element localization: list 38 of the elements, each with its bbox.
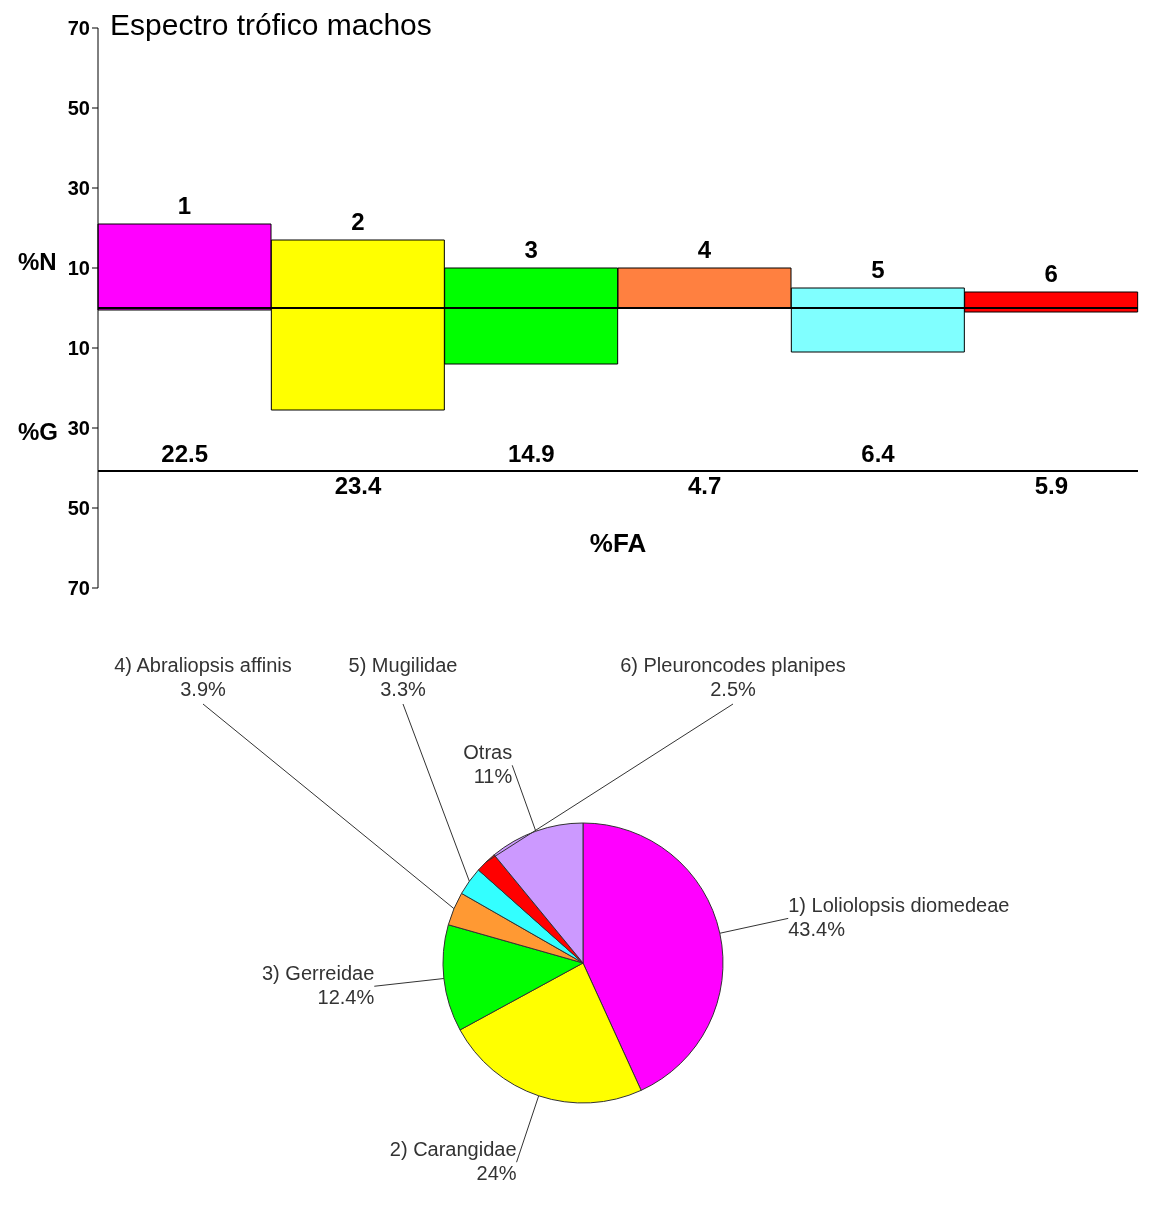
x-tick-label: 6 (1044, 260, 1058, 287)
data-label: 24% (476, 1162, 517, 1185)
annotation: 5.9 (1033, 472, 1069, 500)
slice-label: 6) Pleuroncodes planipes (620, 654, 846, 676)
y-tick-label: 50 (67, 497, 90, 520)
data-label: 3.3% (380, 678, 427, 700)
x-tick-label: 4 (697, 236, 712, 263)
annotation: 4.7 (686, 472, 723, 500)
data-label: 43.4% (788, 918, 846, 941)
x-tick-label: 2 (351, 208, 365, 235)
annotation: 22.5 (160, 440, 209, 468)
data-label: 3.9% (180, 678, 227, 700)
y-tick-label: 70 (67, 577, 90, 600)
data-label: 12.4% (317, 986, 375, 1009)
y-tick-label: 70 (67, 17, 90, 40)
data-label: 2.5% (710, 678, 757, 700)
y-tick-label: 10 (67, 337, 90, 360)
annotation: 6.4 (860, 440, 896, 468)
slice-label: 4) Abraliopsis affinis (114, 654, 292, 676)
annotation: 14.9 (506, 440, 556, 468)
chart-title: Espectro trófico machos (110, 8, 432, 42)
x-tick-label: 3 (524, 236, 538, 263)
text: %G (18, 418, 59, 446)
text: %N (18, 248, 57, 276)
x-axis-title: %FA (588, 528, 648, 559)
x-tick-label: 5 (871, 256, 885, 283)
slice-label: 2) Carangidae (389, 1138, 517, 1161)
y-tick-label: 30 (67, 177, 90, 200)
y-tick-label: 50 (67, 97, 90, 120)
x-tick-label: 1 (177, 192, 192, 219)
slice-label: 3) Gerreidae (262, 962, 375, 985)
y-tick-label: 10 (67, 257, 90, 280)
slice-label: Otras (463, 741, 513, 764)
y-tick-label: 30 (67, 417, 90, 440)
annotation: 23.4 (333, 472, 383, 500)
slice-label: 1) Loliolopsis diomedeae (788, 894, 1010, 917)
slice-label: 5) Mugilidae (348, 654, 458, 676)
data-label: 11% (473, 765, 513, 788)
